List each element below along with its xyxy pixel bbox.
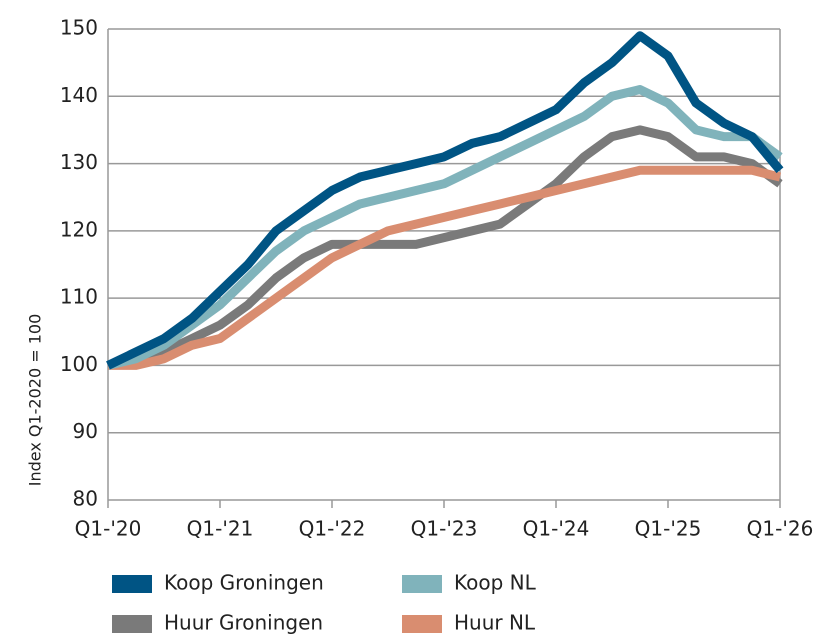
legend-label: Koop NL (454, 571, 537, 595)
x-tick-label: Q1-'23 (411, 517, 478, 541)
legend-label: Huur NL (454, 611, 536, 635)
y-tick-label: 150 (60, 16, 98, 40)
legend-swatch (402, 615, 442, 633)
x-tick-label: Q1-'20 (75, 517, 142, 541)
x-tick-label: Q1-'26 (747, 517, 814, 541)
y-tick-label: 80 (73, 487, 98, 511)
series-line (106, 125, 783, 370)
y-tick-label: 110 (60, 285, 98, 309)
legend-swatch (112, 615, 152, 633)
x-tick-label: Q1-'25 (635, 517, 702, 541)
legend-label: Koop Groningen (164, 571, 324, 595)
x-tick-label: Q1-'24 (523, 517, 590, 541)
x-tick-label: Q1-'21 (187, 517, 254, 541)
y-tick-label: 100 (60, 352, 98, 376)
series-line (106, 31, 784, 370)
legend-swatch (402, 575, 442, 593)
legend-label: Huur Groningen (164, 611, 323, 635)
legend-swatch (112, 575, 152, 593)
y-tick-label: 90 (73, 419, 98, 443)
y-tick-label: 130 (60, 150, 98, 174)
series-line (108, 165, 782, 370)
x-tick-label: Q1-'22 (299, 517, 366, 541)
y-axis-label: Index Q1-2020 = 100 (26, 314, 45, 487)
y-tick-label: 120 (60, 217, 98, 241)
series-line (106, 85, 783, 370)
y-tick-label: 140 (60, 83, 98, 107)
